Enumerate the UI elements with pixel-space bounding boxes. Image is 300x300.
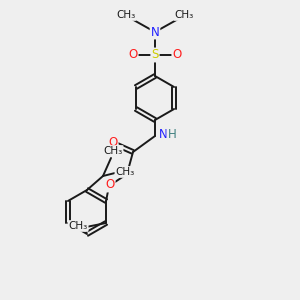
Text: N: N bbox=[151, 26, 159, 38]
Text: CH₃: CH₃ bbox=[174, 10, 194, 20]
Text: S: S bbox=[151, 49, 159, 62]
Text: O: O bbox=[128, 49, 138, 62]
Text: O: O bbox=[172, 49, 182, 62]
Text: CH₃: CH₃ bbox=[68, 221, 88, 231]
Text: CH₃: CH₃ bbox=[116, 167, 135, 177]
Text: H: H bbox=[168, 128, 176, 142]
Text: O: O bbox=[105, 178, 115, 191]
Text: N: N bbox=[159, 128, 167, 142]
Text: O: O bbox=[108, 136, 118, 148]
Text: CH₃: CH₃ bbox=[116, 10, 136, 20]
Text: CH₃: CH₃ bbox=[103, 146, 123, 156]
